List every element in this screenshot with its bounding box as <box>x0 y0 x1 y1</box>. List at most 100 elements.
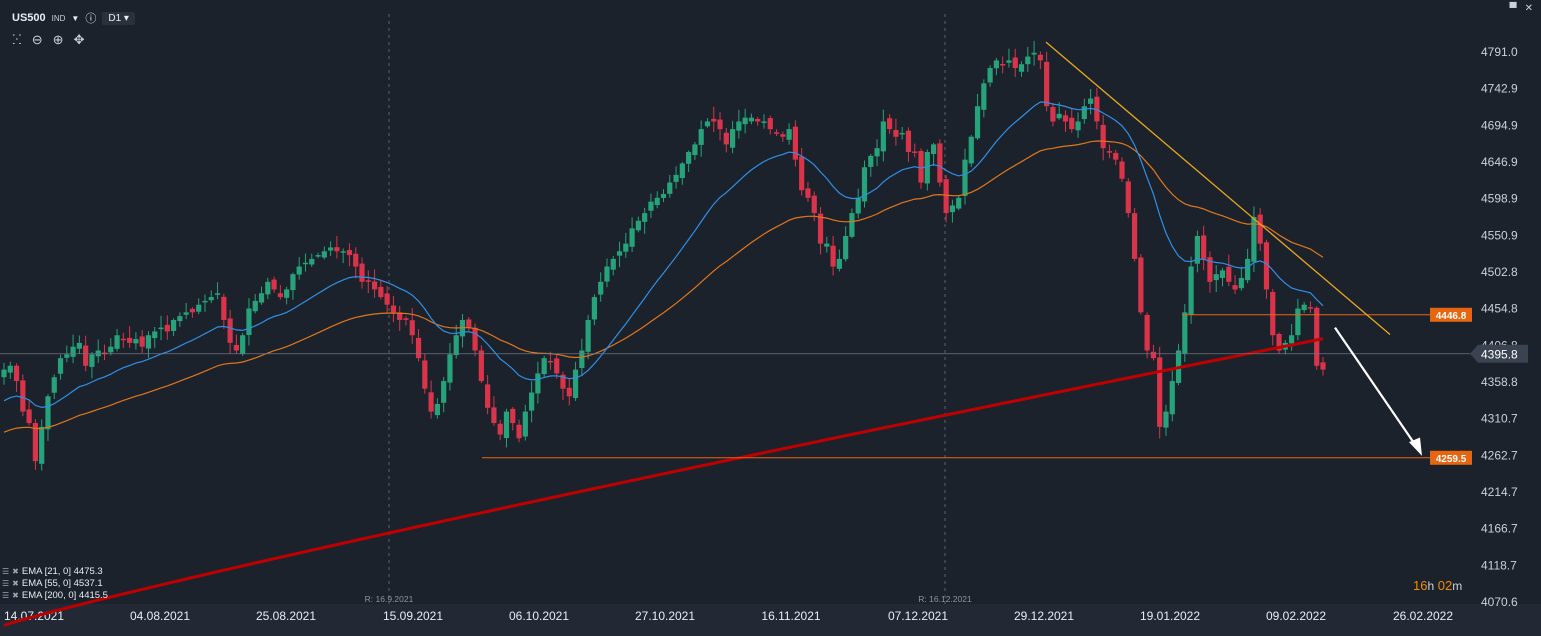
price-axis: 4791.0 4742.9 4694.9 4646.9 4598.9 4550.9 4502… <box>1481 45 1518 609</box>
candle-up <box>503 411 510 439</box>
legend-ema21[interactable]: ☰ ✖ EMA [21, 0] 4475.3 <box>2 566 108 578</box>
candle-up <box>1219 270 1226 278</box>
candle-up <box>1295 308 1301 336</box>
candle-down <box>233 344 239 351</box>
candle-up <box>1238 277 1244 289</box>
candle-up <box>296 266 302 275</box>
remove-icon[interactable]: ✖ <box>12 591 19 600</box>
close-icon[interactable]: ✕ <box>1524 3 1533 14</box>
candle-up <box>1288 335 1295 344</box>
candle-up <box>981 83 987 110</box>
symbol-dropdown-icon[interactable]: ▼ <box>71 13 80 23</box>
info-icon[interactable]: ⓘ <box>85 13 97 25</box>
candle-up <box>258 293 265 303</box>
candle-up <box>158 327 164 330</box>
price-tick-label: 4502.8 <box>1481 265 1518 279</box>
candle-up <box>930 144 937 155</box>
timer-minutes: 02 <box>1437 578 1453 593</box>
candle-down <box>887 118 893 130</box>
candle-up <box>1056 113 1062 119</box>
candle-down <box>1157 357 1163 427</box>
price-tick-label: 4118.7 <box>1481 558 1517 572</box>
candle-down <box>1257 214 1263 244</box>
candle-up <box>1031 52 1037 55</box>
candle-down <box>403 318 409 320</box>
candle-down <box>554 358 560 374</box>
settings-icon[interactable]: ☰ <box>2 567 10 576</box>
candle-down <box>1131 213 1138 259</box>
legend-ema200[interactable]: ☰ ✖ EMA [200, 0] 4415.5 <box>2 590 108 602</box>
candle-up <box>522 411 528 437</box>
timeframe-select[interactable]: D1 ▾ <box>102 11 135 25</box>
candle-up <box>202 300 208 303</box>
candle-up <box>1301 304 1307 311</box>
candle-up <box>855 197 861 214</box>
candle-up <box>152 331 158 339</box>
market-label: IND <box>51 13 66 23</box>
move-icon[interactable]: ✥ <box>73 32 85 47</box>
candle-up <box>315 255 321 257</box>
legend-ema55[interactable]: ☰ ✖ EMA [55, 0] 4537.1 <box>2 578 108 590</box>
candle-down <box>139 336 145 347</box>
candle-up <box>453 335 459 356</box>
time-axis: 14.07.2021 04.08.2021 25.08.2021 15.09.2021… <box>4 609 1453 623</box>
candle-down <box>353 253 359 267</box>
candle-up <box>7 365 13 373</box>
candle-up <box>39 426 45 464</box>
price-tick-label: 4454.8 <box>1481 302 1518 316</box>
ema55-line <box>3 140 1324 433</box>
candle-up <box>604 266 610 282</box>
candle-up <box>240 335 246 355</box>
candle-down <box>428 392 434 412</box>
forecast-arrow-head <box>1409 437 1422 456</box>
symbol-label[interactable]: US500 <box>12 12 46 24</box>
price-tick-label: 4310.7 <box>1481 412 1518 426</box>
price-tick-label: 4262.7 <box>1481 448 1518 462</box>
candle-down <box>1232 285 1238 290</box>
candle-up <box>987 68 993 83</box>
candle-up <box>786 129 792 140</box>
candle-up <box>667 182 673 194</box>
candle-down <box>1320 362 1326 370</box>
candle-down <box>893 129 899 137</box>
candle-up <box>57 358 64 374</box>
settings-icon[interactable]: ☰ <box>2 591 10 600</box>
candle-up <box>598 281 604 295</box>
candle-up <box>51 377 57 393</box>
restore-icon[interactable]: ▀ <box>1509 3 1517 14</box>
candle-up <box>1025 56 1031 65</box>
candle-up <box>956 197 962 209</box>
zoom-out-icon[interactable]: ⊖ <box>31 32 43 47</box>
candle-down <box>1263 242 1270 290</box>
forecast-arrow <box>1334 326 1417 447</box>
candle-up <box>328 247 334 251</box>
price-tick-label: 4742.9 <box>1481 82 1518 96</box>
candle-down <box>547 360 554 363</box>
candle-up <box>962 159 968 196</box>
candle-down <box>717 119 723 130</box>
candle-up <box>447 354 453 383</box>
candles-icon[interactable]: ⵘ <box>12 32 22 47</box>
candle-up <box>64 354 70 358</box>
candle-up <box>629 228 635 247</box>
candle-down <box>1106 151 1113 153</box>
candle-up <box>1213 274 1219 281</box>
candle-up <box>1018 64 1025 72</box>
candle-down <box>943 179 949 214</box>
candle-up <box>849 213 855 237</box>
remove-icon[interactable]: ✖ <box>12 579 19 588</box>
remove-icon[interactable]: ✖ <box>12 567 19 576</box>
candle-up <box>874 148 880 157</box>
candle-down <box>1226 266 1232 282</box>
price-tick-label: 4214.7 <box>1481 485 1518 499</box>
candles <box>1 40 1326 471</box>
zoom-in-icon[interactable]: ⊕ <box>52 32 64 47</box>
candle-up <box>949 205 956 213</box>
current-price-tag: 4395.8 <box>1470 344 1528 363</box>
candle-down <box>912 151 918 153</box>
chart-header: US500 IND ▼ ⓘ D1 ▾ <box>12 10 135 26</box>
time-tick-label: 19.01.2022 <box>1140 609 1200 623</box>
settings-icon[interactable]: ☰ <box>2 579 10 588</box>
candle-down <box>415 337 422 359</box>
